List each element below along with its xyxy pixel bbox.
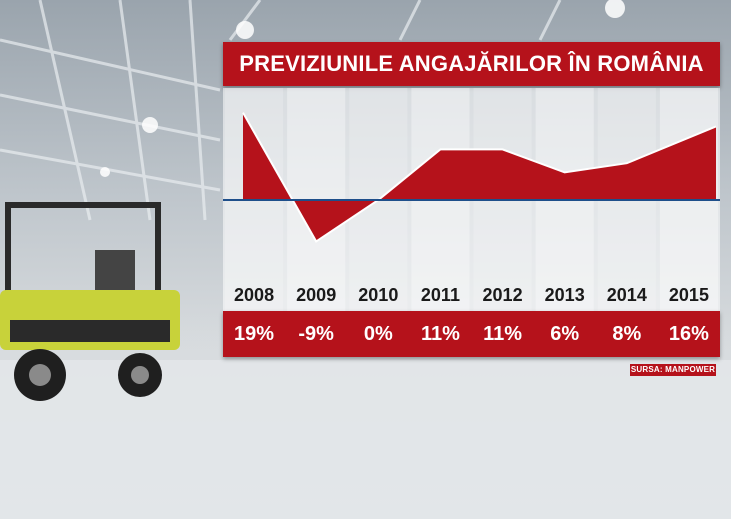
x-tick-label-2015: 2015 (668, 285, 709, 305)
chart-panel: PREVIZIUNILE ANGAJĂRILOR ÎN ROMÂNIA 2008… (223, 42, 720, 360)
data-label-2013: 6% (550, 323, 580, 345)
chart-title-bar: PREVIZIUNILE ANGAJĂRILOR ÎN ROMÂNIA (223, 42, 720, 86)
x-tick-label-2009: 2009 (296, 285, 337, 305)
data-label-2010: 0% (363, 323, 393, 345)
area-series (243, 112, 716, 242)
x-tick-label-2011: 2011 (420, 285, 460, 305)
column-stripe-2015 (659, 88, 718, 324)
column-stripe-2011 (411, 88, 470, 324)
chart-plot-area (223, 88, 720, 324)
column-stripe-2012 (473, 88, 532, 324)
x-tick-label-2014: 2014 (606, 285, 647, 305)
column-stripe-2014 (597, 88, 656, 324)
data-label-2014: 8% (612, 323, 642, 345)
x-tick-label-2010: 2010 (358, 285, 399, 305)
data-label-2011: 11% (420, 323, 460, 345)
source-label: SURSA: MANPOWER (630, 364, 716, 376)
x-tick-label-2013: 2013 (544, 285, 585, 305)
data-label-2015: 16% (668, 323, 709, 345)
data-label-2008: 19% (234, 323, 275, 345)
x-tick-label-2012: 2012 (482, 285, 523, 305)
column-stripe-2013 (535, 88, 594, 324)
chart-title: PREVIZIUNILE ANGAJĂRILOR ÎN ROMÂNIA (239, 51, 704, 76)
data-label-2009: -9% (298, 323, 334, 345)
data-label-2012: 11% (483, 323, 523, 345)
x-tick-label-2008: 2008 (234, 285, 275, 305)
series-line (242, 112, 717, 243)
value-labels-bar: 19% -9% 0% 11% 11% 6% 8% 16% (223, 311, 720, 357)
forklift-illustration (0, 202, 180, 401)
column-stripe-2008 (225, 88, 284, 324)
